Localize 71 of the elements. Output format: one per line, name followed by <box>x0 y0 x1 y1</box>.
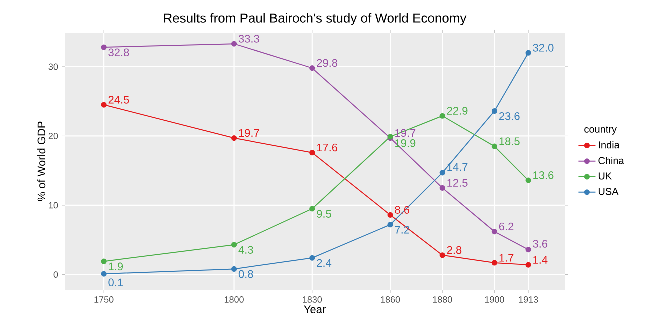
data-label: 18.5 <box>500 138 520 146</box>
data-label: 14.7 <box>448 163 468 172</box>
point <box>231 135 238 142</box>
point <box>492 108 498 114</box>
data-label: 23.6 <box>499 112 520 120</box>
y-tick-label: 0 <box>54 272 58 278</box>
x-tick-label: 1830 <box>303 296 322 303</box>
x-tick-label: 1900 <box>485 296 504 303</box>
point <box>101 271 107 277</box>
y-tick-label: 10 <box>49 202 58 209</box>
data-label: 12.5 <box>448 179 468 187</box>
point <box>492 260 498 266</box>
point <box>231 41 238 47</box>
point <box>101 44 107 50</box>
data-label: 19.7 <box>239 129 260 138</box>
legend-title: country <box>584 126 617 135</box>
x-axis-title: Year <box>304 306 326 314</box>
point <box>526 50 532 56</box>
y-tick-label: 20 <box>48 133 58 140</box>
y-axis-title: % of World GDP <box>38 122 46 202</box>
data-label: 0.1 <box>108 278 124 287</box>
data-label: 13.6 <box>534 172 554 180</box>
y-tick-label: 30 <box>48 64 58 70</box>
chart-title: Results from Paul Bairoch's study of World Economy <box>164 13 467 26</box>
legend-label: UK <box>598 172 612 180</box>
data-label: 1.4 <box>534 256 548 264</box>
point <box>492 229 498 235</box>
data-label: 2.8 <box>447 246 462 254</box>
point <box>388 212 394 218</box>
data-label: 7.2 <box>395 226 410 234</box>
x-tick-label: 1860 <box>381 296 400 303</box>
data-label: 6.2 <box>499 222 514 231</box>
point <box>440 185 446 191</box>
point <box>310 255 316 261</box>
legend-label: USA <box>598 188 619 196</box>
data-label: 1.9 <box>109 262 124 271</box>
point <box>101 258 107 264</box>
point <box>440 113 446 119</box>
data-label: 9.5 <box>317 210 332 218</box>
data-label: 1.7 <box>500 254 514 262</box>
data-label: 4.3 <box>238 246 254 254</box>
legend-label: India <box>599 141 620 149</box>
point <box>526 178 532 184</box>
point <box>440 252 446 258</box>
point <box>310 66 316 72</box>
data-label: 3.6 <box>533 240 548 248</box>
data-label: 32.0 <box>533 44 554 52</box>
point <box>231 242 238 248</box>
data-label: 0.8 <box>238 270 254 278</box>
x-tick-label: 1800 <box>224 296 244 303</box>
data-label: 33.3 <box>238 35 260 43</box>
point <box>492 144 498 150</box>
x-tick-label: 1913 <box>519 296 538 303</box>
legend-label: China <box>598 157 624 164</box>
point <box>231 266 238 272</box>
data-label: 32.8 <box>108 48 130 57</box>
data-label: 2.4 <box>317 259 332 268</box>
data-label: 29.8 <box>317 59 338 68</box>
point <box>101 102 107 108</box>
data-label: 19.9 <box>396 139 416 148</box>
data-label: 17.6 <box>317 144 338 152</box>
point <box>310 206 316 212</box>
data-label: 22.9 <box>447 107 468 115</box>
x-tick-label: 1880 <box>433 296 452 303</box>
point <box>526 247 532 253</box>
x-tick-label: 1750 <box>94 296 114 303</box>
data-label: 24.5 <box>108 96 130 104</box>
point <box>388 222 394 228</box>
point <box>526 262 532 268</box>
point <box>310 150 316 156</box>
point <box>440 170 446 176</box>
